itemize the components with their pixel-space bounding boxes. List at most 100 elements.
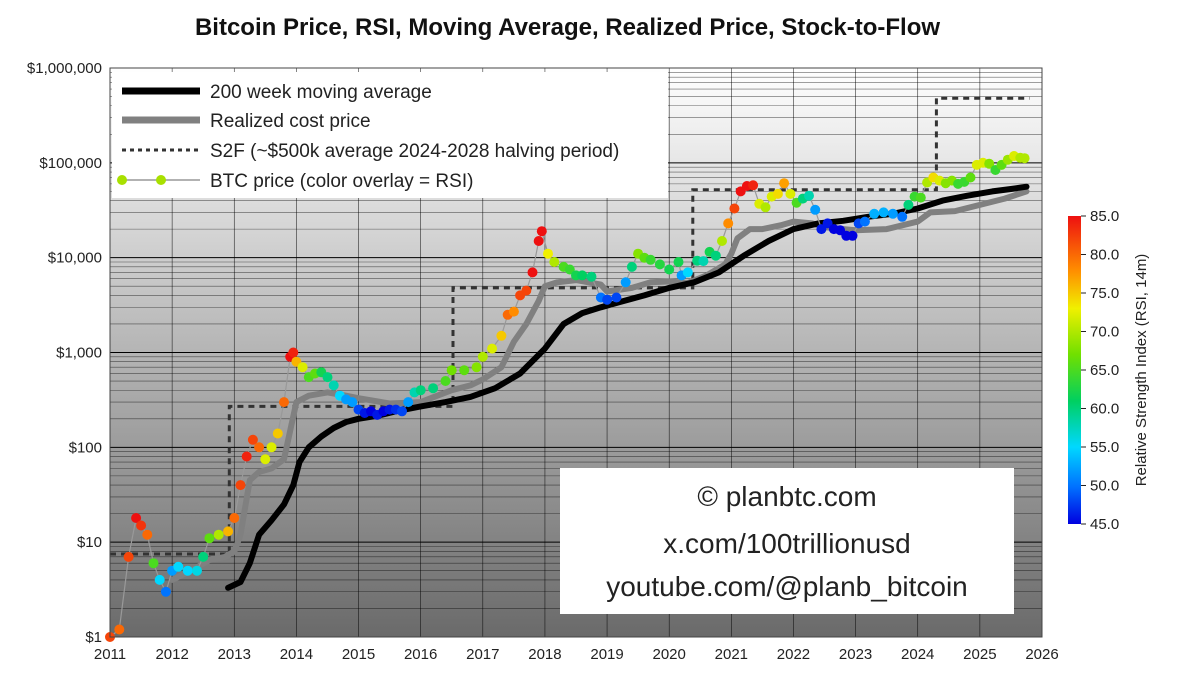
btc-price-point (847, 230, 858, 241)
btc-price-point (543, 248, 553, 259)
btc-price-point (328, 380, 339, 391)
x-tick-label: 2015 (342, 646, 375, 663)
btc-price-point (654, 259, 665, 270)
btc-price-point (536, 226, 547, 237)
s2f-line (110, 96, 1030, 556)
btc-price-point (173, 561, 184, 572)
btc-price-point (131, 513, 142, 523)
legend-label-s2f: S2F (~$500k average 2024-2028 halving pe… (210, 141, 619, 162)
x-tick-label: 2012 (155, 646, 188, 663)
x-tick-label: 2025 (963, 646, 996, 663)
btc-price-point (521, 285, 532, 296)
watermark-x-handle: x.com/100trillionusd (663, 528, 910, 559)
colorbar-tick-label: 50.0 (1090, 478, 1119, 495)
btc-price-point (204, 533, 215, 544)
x-tick-label: 2019 (590, 646, 623, 663)
btc-price-point (626, 261, 637, 272)
btc-price-point (878, 207, 889, 218)
btc-price-point (1019, 153, 1030, 164)
btc-price-point (903, 199, 914, 210)
x-tick-label: 2024 (901, 646, 934, 663)
watermark-site: © planbtc.com (697, 481, 876, 512)
legend-label-ma200: 200 week moving average (210, 82, 432, 103)
x-tick-label: 2014 (280, 646, 313, 663)
btc-price-point (620, 277, 631, 288)
btc-price-point (229, 513, 240, 523)
watermark-youtube: youtube.com/@planb_bitcoin (606, 571, 968, 602)
btc-price-point (859, 216, 870, 227)
series-layer (105, 96, 1030, 642)
colorbar-tick-label: 65.0 (1090, 362, 1119, 379)
btc-price-point (347, 397, 358, 408)
y-tick-label: $1,000,000 (27, 60, 102, 77)
colorbar-tick-label: 85.0 (1090, 208, 1119, 225)
x-tick-label: 2018 (528, 646, 561, 663)
y-tick-label: $1,000 (56, 345, 102, 362)
btc-price-point (673, 257, 684, 267)
btc-price-point (760, 202, 771, 213)
btc-price-point (533, 236, 544, 246)
btc-price-point (160, 586, 171, 597)
btc-price-point (136, 520, 147, 531)
btc-price-point (142, 529, 153, 540)
colorbar-tick-label: 45.0 (1090, 516, 1119, 533)
btc-price-point (182, 565, 193, 576)
btc-price-point (965, 172, 976, 183)
y-tick-label: $1 (85, 629, 102, 646)
rsi-colorbar: 45.0 50.0 55.0 60.0 65.0 70.0 75.0 80.0 85.0 Rel… (1068, 208, 1150, 533)
btc-price-point (223, 526, 234, 537)
btc-price-point (611, 292, 622, 303)
btc-price-point (415, 385, 426, 396)
btc-price-point (723, 218, 734, 229)
colorbar-label: Relative Strength Index (RSI, 14m) (1133, 254, 1150, 487)
legend: 200 week moving average Realized cost pr… (112, 72, 668, 198)
btc-price-point (198, 551, 209, 562)
btc-price-point (397, 406, 407, 417)
plot-frame (109, 67, 1043, 638)
btc-price-point (698, 256, 709, 267)
axes: $1 $10 $100 $1,000 $10,000 $100,000 $1,000,000… (27, 60, 1059, 663)
btc-price-point (710, 250, 721, 261)
btc-price-point (984, 158, 995, 169)
x-tick-label: 2023 (839, 646, 872, 663)
btc-price-point (915, 192, 926, 203)
y-tick-label: $100 (69, 439, 102, 456)
btc-price-point (254, 442, 265, 453)
btc-price-point (260, 454, 271, 465)
x-tick-label: 2011 (94, 646, 126, 663)
btc-price-point (779, 178, 790, 189)
btc-price-point (772, 188, 783, 199)
y-tick-label: $10,000 (48, 250, 102, 267)
x-tick-label: 2026 (1025, 646, 1058, 663)
colorbar-tick-label: 55.0 (1090, 439, 1119, 456)
btc-price-point (288, 347, 299, 358)
watermark-box (560, 468, 1014, 614)
watermark: © planbtc.com x.com/100trillionusd youtu… (560, 468, 1014, 614)
btc-price-point (869, 208, 880, 219)
btc-price-point (272, 428, 283, 439)
x-tick-label: 2021 (715, 646, 748, 663)
btc-price-point (549, 257, 560, 267)
btc-price-point (508, 306, 519, 317)
btc-price-point (114, 624, 125, 635)
legend-label-btc: BTC price (color overlay = RSI) (210, 171, 473, 192)
btc-price-point (279, 397, 289, 408)
legend-label-realized: Realized cost price (210, 111, 371, 132)
colorbar-tick-label: 60.0 (1090, 401, 1119, 418)
btc-price-point (897, 211, 908, 222)
btc-price-point (459, 365, 470, 376)
legend-box (112, 72, 668, 198)
btc-price-point (123, 551, 134, 562)
btc-price-point (428, 383, 439, 394)
btc-price-point (213, 529, 224, 540)
btc-price-point (729, 203, 740, 214)
btc-price-point (748, 180, 759, 191)
colorbar-gradient (1068, 216, 1081, 524)
btc-price-point (440, 376, 451, 386)
x-tick-label: 2016 (404, 646, 437, 663)
btc-price-point (154, 574, 165, 585)
btc-price-point (446, 365, 457, 376)
btc-price-point (577, 270, 588, 281)
btc-price-point (887, 208, 898, 219)
